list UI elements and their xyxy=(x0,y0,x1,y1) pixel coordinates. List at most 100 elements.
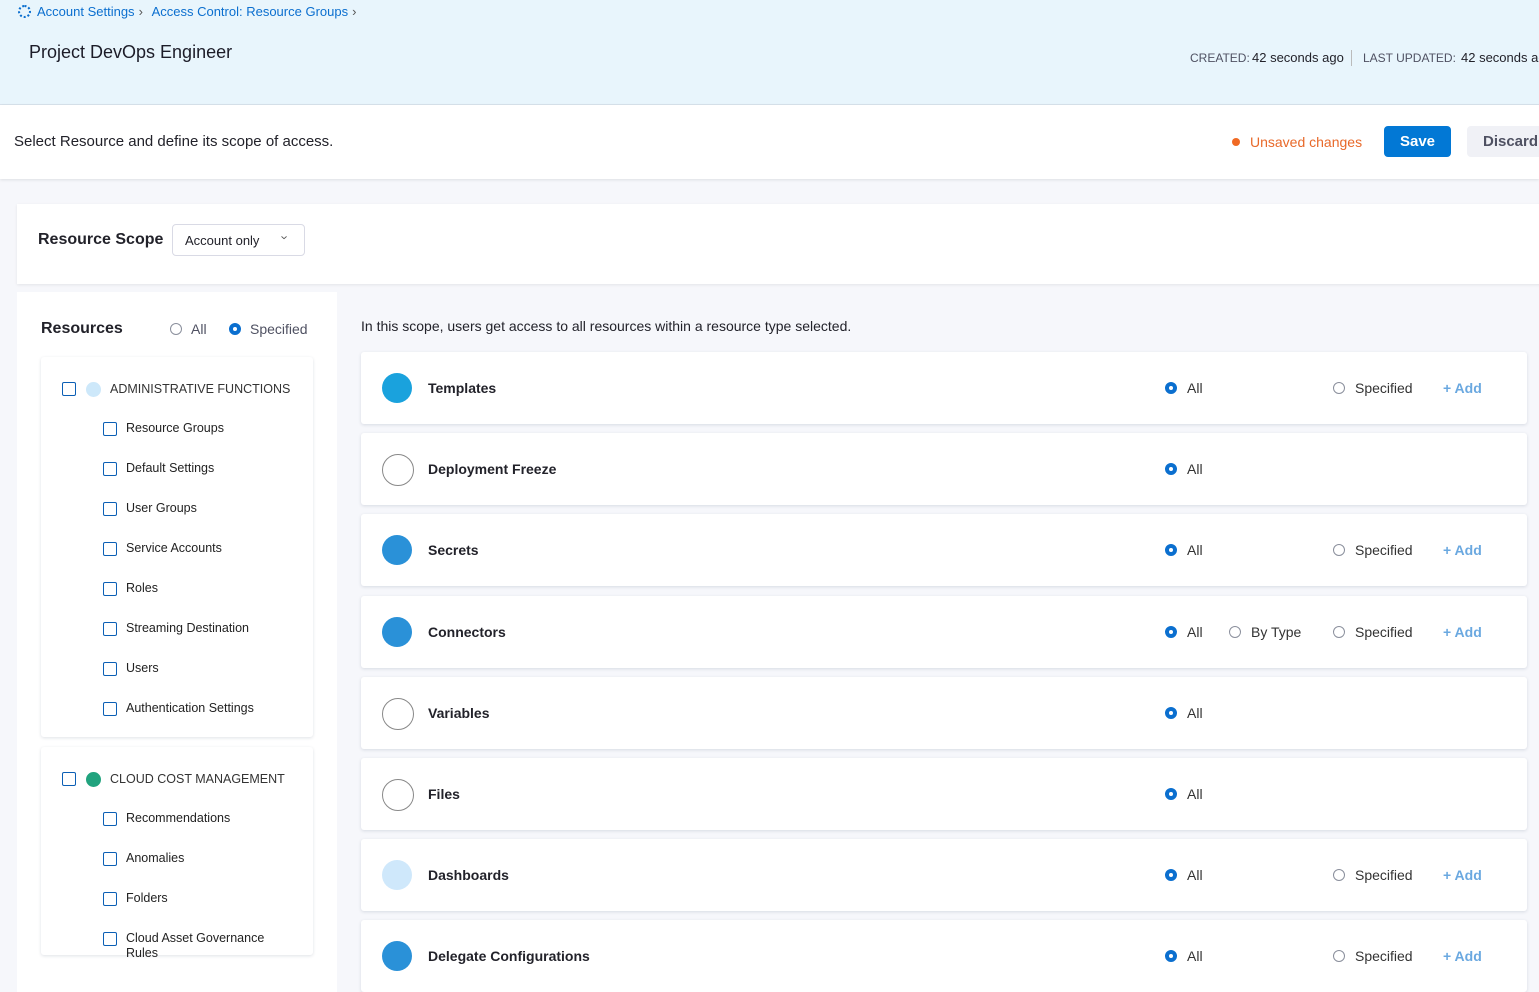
option-radio[interactable] xyxy=(1165,707,1177,719)
item-checkbox[interactable] xyxy=(103,932,117,946)
option-label: Specified xyxy=(1355,867,1413,883)
toolbar-instruction: Select Resource and define its scope of … xyxy=(14,133,334,150)
group-name: CLOUD COST MANAGEMENT xyxy=(110,772,285,786)
option-radio[interactable] xyxy=(1165,382,1177,394)
item-label: Streaming Destination xyxy=(126,621,249,635)
option-radio[interactable] xyxy=(1333,382,1345,394)
meta-divider xyxy=(1351,50,1352,66)
created-label: CREATED: xyxy=(1190,51,1250,65)
resource-icon xyxy=(382,860,412,890)
resource-name: Files xyxy=(428,786,460,802)
item-checkbox[interactable] xyxy=(103,622,117,636)
item-label: Authentication Settings xyxy=(126,701,254,715)
option-radio[interactable] xyxy=(1333,626,1345,638)
item-label: Anomalies xyxy=(126,851,185,865)
option-radio[interactable] xyxy=(1165,950,1177,962)
updated-label: LAST UPDATED: xyxy=(1363,51,1456,65)
scope-dropdown[interactable]: Account only › xyxy=(172,224,305,256)
item-checkbox[interactable] xyxy=(103,852,117,866)
option-label: All xyxy=(1187,624,1203,640)
resource-row xyxy=(361,758,1527,830)
resource-row xyxy=(361,596,1527,668)
page-title: Project DevOps Engineer xyxy=(29,42,233,62)
resource-row xyxy=(361,839,1527,911)
item-label: Default Settings xyxy=(126,461,215,475)
item-label: Folders xyxy=(126,891,168,905)
item-checkbox[interactable] xyxy=(103,582,117,596)
item-label: User Groups xyxy=(126,501,197,515)
option-label: By Type xyxy=(1251,624,1302,640)
option-label: All xyxy=(1187,867,1203,883)
option-label: All xyxy=(1187,461,1203,477)
add-button[interactable]: + Add xyxy=(1443,867,1482,883)
scope-label: Resource Scope xyxy=(38,231,164,248)
dropdown-caret: › xyxy=(277,235,293,240)
group-name: ADMINISTRATIVE FUNCTIONS xyxy=(110,382,291,396)
option-label: Specified xyxy=(1355,380,1413,396)
item-checkbox[interactable] xyxy=(103,892,117,906)
option-radio[interactable] xyxy=(1333,869,1345,881)
header-bg xyxy=(0,0,1539,105)
breadcrumb-link[interactable]: Access Control: Resource Groups xyxy=(151,4,349,19)
item-checkbox[interactable] xyxy=(103,702,117,716)
item-checkbox[interactable] xyxy=(103,542,117,556)
item-checkbox[interactable] xyxy=(103,662,117,676)
resources-radio[interactable] xyxy=(229,323,241,335)
option-radio[interactable] xyxy=(1165,788,1177,800)
option-radio[interactable] xyxy=(1165,869,1177,881)
created-value: 42 seconds ago xyxy=(1252,50,1344,65)
resource-name: Delegate Configurations xyxy=(428,948,590,964)
group-checkbox[interactable] xyxy=(62,772,76,786)
option-label: All xyxy=(1187,786,1203,802)
updated-value: 42 seconds ago xyxy=(1461,50,1539,65)
item-checkbox[interactable] xyxy=(103,422,117,436)
resources-option: Specified xyxy=(250,321,308,337)
toolbar xyxy=(0,105,1539,179)
option-radio[interactable] xyxy=(1229,626,1241,638)
scope-value: Account only xyxy=(185,233,260,248)
item-checkbox[interactable] xyxy=(103,502,117,516)
item-checkbox[interactable] xyxy=(103,462,117,476)
group-checkbox[interactable] xyxy=(62,382,76,396)
item-label: Roles xyxy=(126,581,158,595)
item-checkbox[interactable] xyxy=(103,812,117,826)
option-label: All xyxy=(1187,948,1203,964)
resource-icon xyxy=(382,535,412,565)
option-radio[interactable] xyxy=(1165,544,1177,556)
option-label: All xyxy=(1187,705,1203,721)
resource-icon xyxy=(382,617,412,647)
breadcrumb-link[interactable]: Account Settings xyxy=(37,4,135,19)
option-label: All xyxy=(1187,542,1203,558)
breadcrumb-sep: › xyxy=(352,4,357,19)
resource-name: Connectors xyxy=(428,624,506,640)
resource-row xyxy=(361,514,1527,586)
item-label: Resource Groups xyxy=(126,421,224,435)
option-radio[interactable] xyxy=(1333,544,1345,556)
add-button[interactable]: + Add xyxy=(1443,542,1482,558)
option-radio[interactable] xyxy=(1165,463,1177,475)
option-radio[interactable] xyxy=(1333,950,1345,962)
option-label: Specified xyxy=(1355,624,1413,640)
discard-button[interactable]: Discard xyxy=(1467,126,1539,157)
save-button[interactable]: Save xyxy=(1384,126,1451,157)
resource-icon xyxy=(382,698,414,730)
add-button[interactable]: + Add xyxy=(1443,948,1482,964)
item-label: Users xyxy=(126,661,159,675)
option-radio[interactable] xyxy=(1165,626,1177,638)
option-label: All xyxy=(1187,380,1203,396)
resources-radio[interactable] xyxy=(170,323,182,335)
resource-name: Dashboards xyxy=(428,867,509,883)
status-text: Unsaved changes xyxy=(1250,134,1363,150)
group-card xyxy=(41,357,313,737)
resource-row xyxy=(361,920,1527,992)
resource-icon xyxy=(382,779,414,811)
resources-option: All xyxy=(191,321,207,337)
breadcrumb-sep: › xyxy=(138,4,143,19)
add-button[interactable]: + Add xyxy=(1443,380,1482,396)
item-label: Service Accounts xyxy=(126,541,222,555)
resource-icon xyxy=(382,941,412,971)
item-label: Cloud Asset Governance Rules xyxy=(126,931,265,960)
resource-row xyxy=(361,677,1527,749)
resource-icon xyxy=(382,373,412,403)
add-button[interactable]: + Add xyxy=(1443,624,1482,640)
